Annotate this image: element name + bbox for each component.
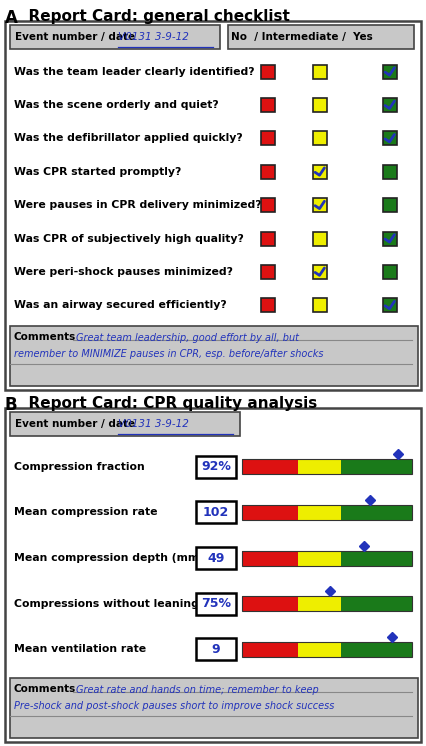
Bar (261, 231, 275, 245)
Text: Mean ventilation rate: Mean ventilation rate (14, 645, 146, 654)
Bar (313, 198, 327, 212)
Bar (383, 298, 397, 313)
Text: Report Card: CPR quality analysis: Report Card: CPR quality analysis (18, 396, 317, 411)
Text: Was the defibrillator applied quickly?: Was the defibrillator applied quickly? (14, 134, 243, 143)
Text: Comments: Comments (14, 684, 76, 694)
Bar (298, 460, 341, 474)
Bar (196, 501, 236, 524)
Text: V0131 3-9-12: V0131 3-9-12 (118, 419, 189, 429)
Bar (10, 412, 240, 436)
Text: V0131 3-9-12: V0131 3-9-12 (118, 32, 189, 42)
Bar (341, 596, 412, 611)
Bar (242, 551, 298, 565)
Text: 102: 102 (203, 506, 229, 519)
Text: Great team leadership, good effort by all, but: Great team leadership, good effort by al… (76, 333, 299, 343)
Text: Great rate and hands on time; remember to keep: Great rate and hands on time; remember t… (76, 685, 319, 695)
Bar (383, 265, 397, 279)
Text: Were peri-shock pauses minimized?: Were peri-shock pauses minimized? (14, 267, 233, 277)
Text: Was CPR started promptly?: Was CPR started promptly? (14, 167, 181, 177)
Bar (313, 231, 327, 245)
Bar (196, 592, 236, 615)
Text: Were pauses in CPR delivery minimized?: Were pauses in CPR delivery minimized? (14, 200, 262, 210)
Bar (242, 505, 412, 520)
Text: Compressions without leaning: Compressions without leaning (14, 598, 199, 609)
Bar (298, 551, 341, 565)
Bar (242, 551, 412, 565)
Bar (383, 131, 397, 145)
Bar (10, 678, 418, 738)
Bar (242, 642, 298, 656)
Bar (313, 165, 327, 179)
Text: Event number / date: Event number / date (15, 32, 135, 42)
Bar (261, 165, 275, 179)
Bar (341, 551, 412, 565)
Text: B: B (5, 396, 17, 414)
Bar (261, 65, 275, 78)
Bar (313, 265, 327, 279)
Bar (341, 460, 412, 474)
Bar (383, 65, 397, 78)
Bar (261, 265, 275, 279)
Text: Report Card: general checklist: Report Card: general checklist (18, 9, 290, 24)
Bar (196, 547, 236, 569)
Bar (196, 638, 236, 660)
Bar (313, 131, 327, 145)
Bar (228, 25, 414, 49)
Bar (5, 408, 421, 742)
Text: Mean compression rate: Mean compression rate (14, 507, 158, 518)
Bar (313, 65, 327, 78)
Text: Event number / date: Event number / date (15, 419, 135, 429)
Text: 75%: 75% (201, 597, 231, 610)
Text: Was the scene orderly and quiet?: Was the scene orderly and quiet? (14, 100, 219, 110)
Bar (196, 456, 236, 477)
Bar (242, 460, 298, 474)
Text: Mean compression depth (mm): Mean compression depth (mm) (14, 553, 204, 563)
Bar (242, 460, 412, 474)
Text: 92%: 92% (201, 460, 231, 473)
Bar (383, 198, 397, 212)
Bar (341, 642, 412, 656)
Text: Pre-shock and post-shock pauses short to improve shock success: Pre-shock and post-shock pauses short to… (14, 701, 334, 711)
Bar (383, 231, 397, 245)
Text: remember to MINIMIZE pauses in CPR, esp. before/after shocks: remember to MINIMIZE pauses in CPR, esp.… (14, 349, 323, 359)
Bar (383, 98, 397, 112)
Bar (261, 198, 275, 212)
Text: Comments: Comments (14, 332, 76, 342)
Bar (242, 596, 298, 611)
Bar (313, 98, 327, 112)
Text: 9: 9 (212, 643, 220, 656)
Text: Was CPR of subjectively high quality?: Was CPR of subjectively high quality? (14, 233, 244, 243)
Bar (5, 21, 421, 390)
Bar (242, 642, 412, 656)
Bar (261, 298, 275, 313)
Bar (298, 642, 341, 656)
Bar (341, 505, 412, 520)
Text: A: A (5, 9, 18, 27)
Bar (298, 596, 341, 611)
Bar (383, 165, 397, 179)
Bar (10, 25, 220, 49)
Text: No  / Intermediate /  Yes: No / Intermediate / Yes (231, 32, 373, 42)
Bar (242, 596, 412, 611)
Text: 49: 49 (207, 551, 225, 565)
Bar (261, 98, 275, 112)
Text: Was an airway secured efficiently?: Was an airway secured efficiently? (14, 301, 227, 310)
Bar (298, 505, 341, 520)
Bar (313, 298, 327, 313)
Text: Was the team leader clearly identified?: Was the team leader clearly identified? (14, 66, 255, 77)
Text: Compression fraction: Compression fraction (14, 462, 145, 471)
Bar (10, 326, 418, 386)
Bar (242, 505, 298, 520)
Bar (261, 131, 275, 145)
